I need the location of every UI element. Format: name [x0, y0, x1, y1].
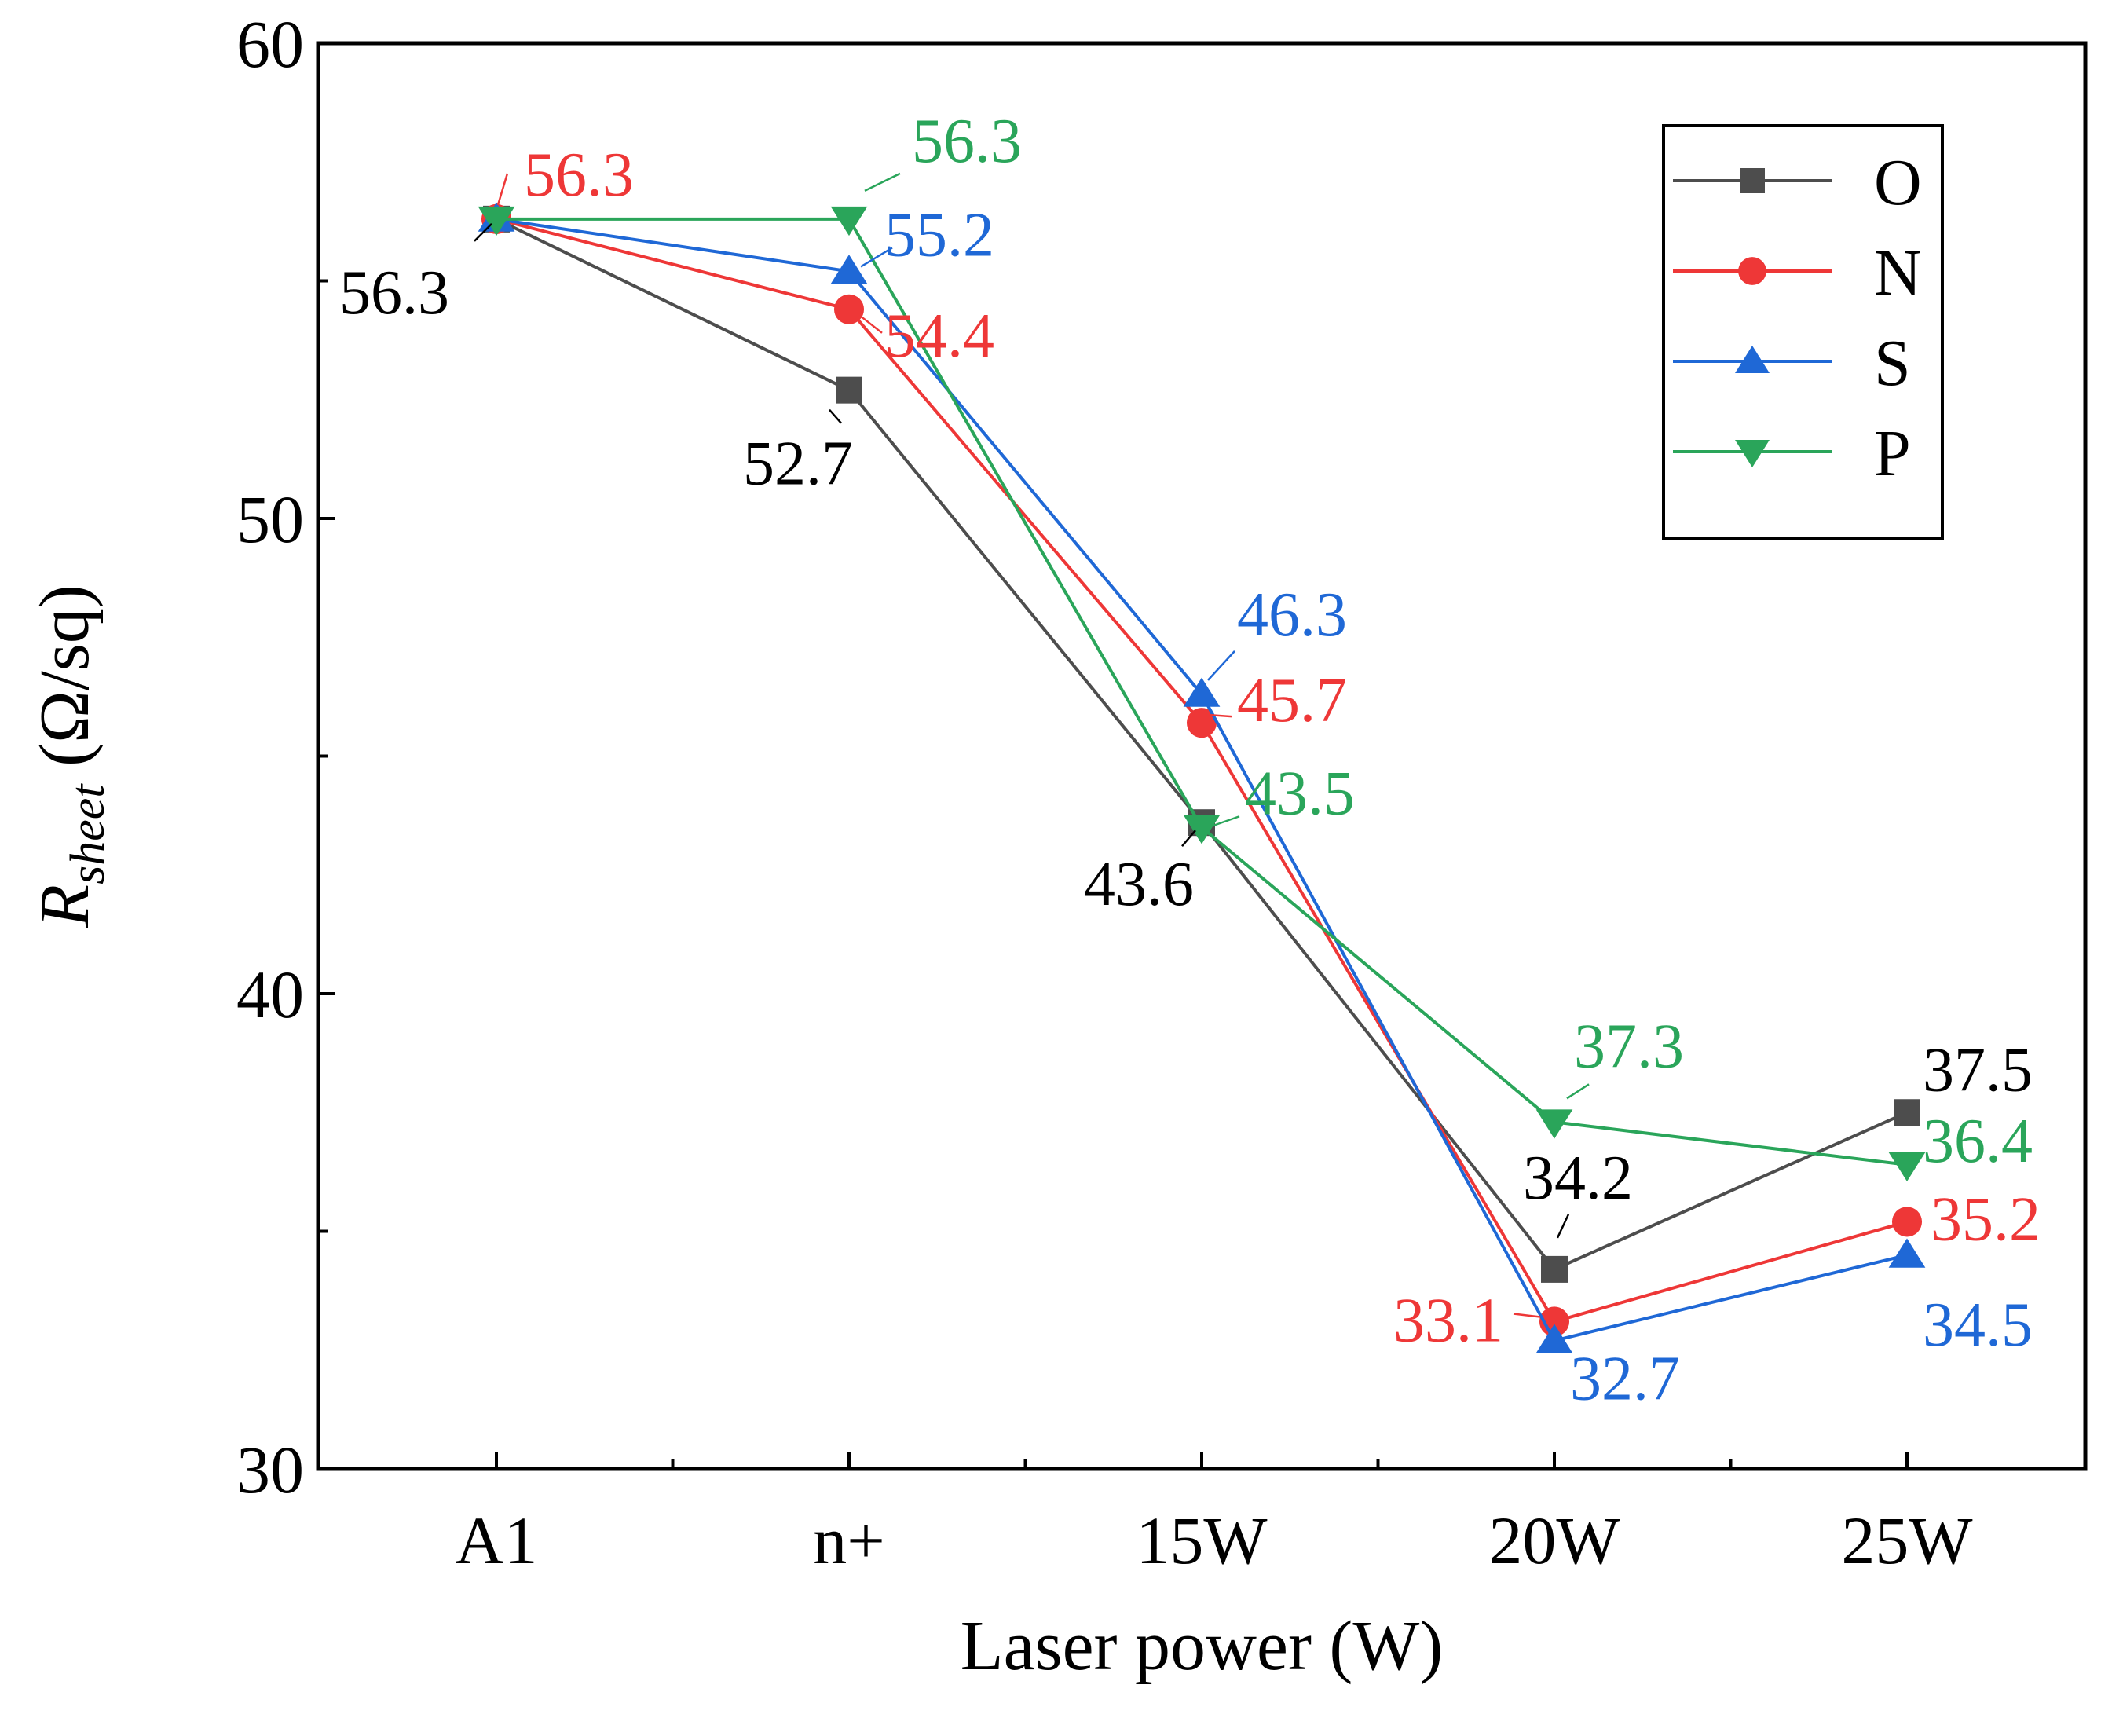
data-label-P: 36.4 [1923, 1107, 2033, 1176]
data-label-N: 45.7 [1237, 666, 1347, 735]
data-label-O: 43.6 [1084, 850, 1194, 919]
data-point-P [830, 206, 868, 236]
legend-label: P [1874, 417, 1911, 490]
data-label-S: 32.7 [1570, 1345, 1680, 1414]
data-label-S: 55.2 [884, 200, 994, 269]
data-point-P [1888, 1152, 1926, 1182]
data-point-S [1183, 677, 1221, 707]
label-leader-line [1212, 815, 1240, 827]
y-axis-title: Rsheet (Ω/sq) [26, 584, 115, 928]
label-leader-line [1207, 650, 1235, 681]
x-tick-label: 15W [1136, 1503, 1267, 1578]
label-leader-line [1556, 1214, 1570, 1239]
legend-marker-N [1738, 257, 1766, 285]
data-label-N: 56.3 [524, 141, 634, 210]
data-point-P [1183, 815, 1221, 844]
label-leader-line [1181, 830, 1196, 848]
series-S [478, 202, 1926, 1353]
data-point-N [1186, 708, 1217, 738]
data-label-O: 37.5 [1923, 1035, 2033, 1104]
label-leader-line [860, 247, 893, 268]
data-label-S: 34.5 [1923, 1291, 2033, 1360]
data-point-O [1894, 1099, 1920, 1126]
legend-marker-O [1740, 168, 1765, 193]
data-label-P: 43.5 [1245, 759, 1355, 828]
x-tick-label: n+ [813, 1503, 885, 1578]
y-tick-label: 30 [236, 1432, 304, 1507]
axes: 30 40 50 60 A1 n+ 15W 20W 25W [236, 6, 2088, 1578]
data-label-P: 56.3 [912, 107, 1022, 176]
legend-label: N [1874, 236, 1922, 309]
legend-box [1662, 124, 1944, 540]
data-point-S [830, 255, 868, 284]
legend-label: O [1874, 146, 1922, 219]
y-title-unit: (Ω/sq) [26, 584, 104, 784]
label-leader-line [1209, 713, 1232, 718]
data-point-O [1541, 1255, 1568, 1283]
legend-marker-S [1735, 346, 1770, 373]
data-point-N [833, 294, 865, 324]
label-leader-line [856, 312, 883, 334]
x-axis-title: Laser power (W) [961, 1607, 1444, 1685]
data-point-P [478, 206, 515, 236]
data-label-P: 37.3 [1574, 1012, 1684, 1081]
series-layer [478, 202, 1926, 1353]
data-label-S: 46.3 [1237, 580, 1347, 650]
y-tick-label: 40 [236, 957, 304, 1032]
data-label-O: 52.7 [743, 430, 853, 499]
label-leader-line [1566, 1083, 1590, 1100]
label-leader-line [496, 173, 509, 206]
x-tick-label: 20W [1488, 1503, 1620, 1578]
legend-label: S [1874, 327, 1911, 400]
x-tick-label: 25W [1841, 1503, 1972, 1578]
y-title-subscript: sheet [61, 783, 115, 884]
label-leader-line [1513, 1313, 1541, 1318]
series-P [478, 206, 1926, 1182]
data-point-N [1891, 1207, 1923, 1237]
data-label-O: 56.3 [339, 258, 449, 328]
x-tick-label: A1 [455, 1503, 537, 1578]
data-label-N: 35.2 [1931, 1185, 2041, 1254]
y-tick-label: 60 [236, 6, 304, 82]
y-tick-label: 50 [236, 482, 304, 557]
label-leader-line [864, 172, 901, 192]
label-leader-line [474, 222, 492, 242]
data-label-layer: 56.3 52.7 43.6 34.2 37.5 56.3 54.4 45.7 33.1 35.2… [339, 107, 2041, 1414]
y-title-symbol: R [26, 884, 104, 928]
data-point-P [1535, 1109, 1573, 1139]
data-label-N: 54.4 [884, 302, 994, 371]
legend-marker-P [1735, 440, 1770, 467]
data-label-N: 33.1 [1393, 1286, 1503, 1355]
data-point-S [1535, 1324, 1573, 1353]
data-point-S [1888, 1238, 1926, 1268]
data-label-O: 34.2 [1523, 1144, 1633, 1213]
label-leader-line [829, 408, 842, 424]
data-point-O [836, 376, 862, 404]
